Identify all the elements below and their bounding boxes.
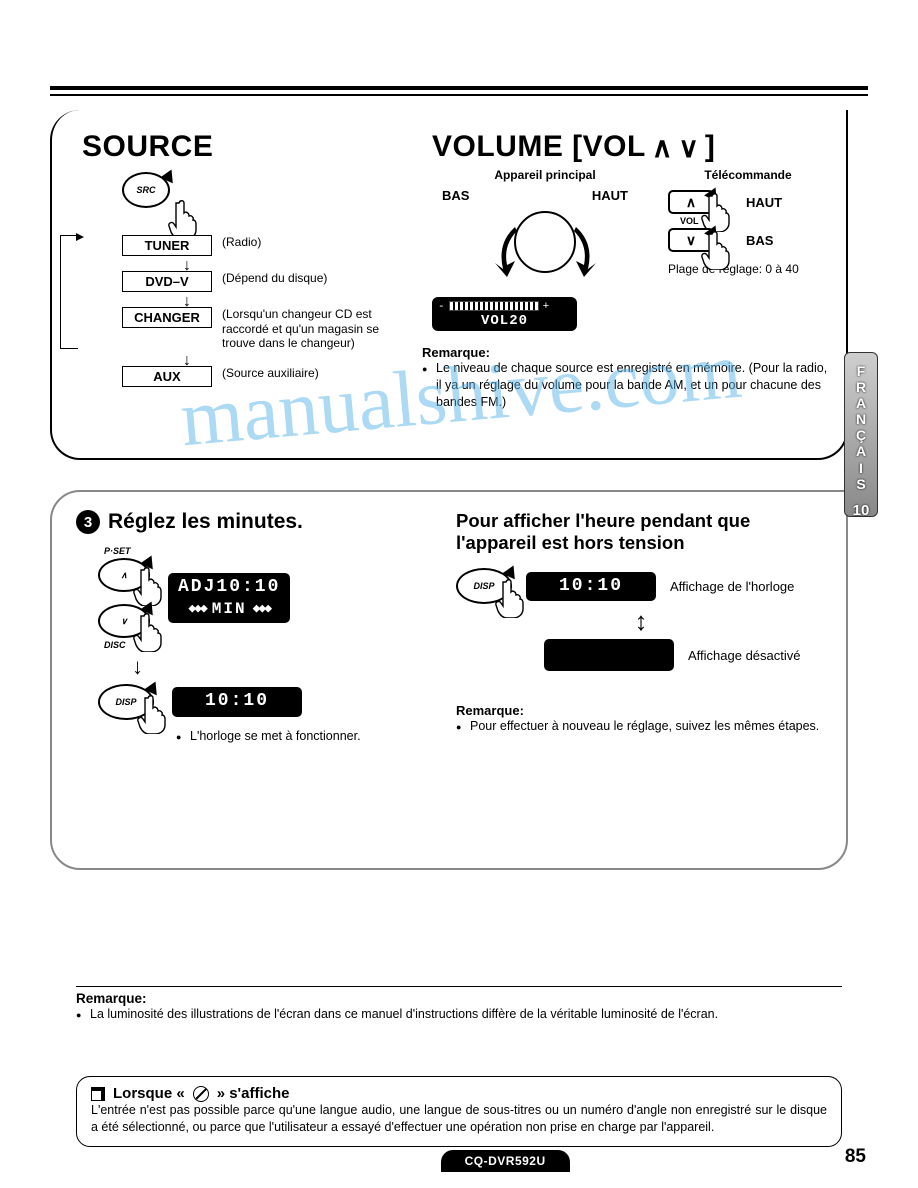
disp-button-label: DISP [115, 697, 136, 707]
tab-letter: N [856, 411, 866, 427]
diamond-right-icon: ◆◆◆ [253, 601, 270, 618]
volume-bar-icon [449, 301, 539, 311]
double-rule-top [50, 86, 868, 96]
flow-box-changer: CHANGER [122, 307, 212, 328]
lcd-line2: MIN [212, 599, 247, 620]
disp-button-2-label: DISP [473, 581, 494, 591]
lcd-line1: ADJ10:10 [178, 576, 280, 599]
remote-bas-label: BAS [746, 233, 773, 248]
volume-title: VOLUME [VOL [432, 130, 646, 164]
flow-label-changer: (Lorsqu'un changeur CD est raccordé et q… [222, 307, 402, 350]
flow-label-tuner: (Radio) [222, 235, 261, 249]
volume-sub-main: Appareil principal [422, 168, 668, 182]
volume-remarque-head: Remarque: [422, 345, 828, 360]
chevron-up-icon: ∧ [652, 131, 673, 164]
display-time-title: Pour afficher l'heure pendant que l'appa… [456, 510, 822, 554]
volume-title-tail: ] [705, 130, 716, 164]
volume-range-label: Plage de réglage: 0 à 40 [668, 262, 828, 276]
remote-area: ∧ HAUT VOL ∨ [668, 188, 828, 331]
lcd-time-off [544, 639, 674, 671]
lcd-final-display: 10:10 [172, 687, 302, 716]
updown-arrow-icon: ↕ [576, 606, 706, 637]
display-on-label: Affichage de l'horloge [670, 579, 794, 595]
tab-letter: I [859, 460, 863, 476]
marker-triangle-icon [160, 167, 178, 184]
bn1-text: La luminosité des illustrations de l'écr… [76, 1006, 842, 1023]
display-off-label: Affichage désactivé [688, 648, 801, 664]
diamond-left-icon: ◆◆◆ [188, 601, 205, 618]
bn2-title-prefix: Lorsque « [113, 1085, 185, 1102]
panel2-left: 3 Réglez les minutes. P·SET ∧ ∨ [76, 510, 456, 850]
p2-remarque-head: Remarque: [456, 703, 822, 718]
down-arrow-icon: ↓ [132, 654, 456, 680]
page-number: 85 [845, 1146, 866, 1168]
marker-triangle-icon [502, 563, 520, 580]
source-flowchart: TUNER (Radio) ↓ DVD–V (Dépend du disque)… [82, 235, 422, 387]
rotate-right-arrow-icon [566, 219, 598, 279]
dial-bas-label: BAS [442, 188, 469, 203]
bottom-note-brightness: Remarque: La luminosité des illustration… [76, 986, 842, 1023]
clock-start-note: L'horloge se met à fonctionner. [176, 728, 456, 745]
bn1-head: Remarque: [76, 991, 842, 1006]
hand-pointer-icon [494, 578, 526, 618]
section-square-icon [91, 1087, 105, 1101]
volume-sub-remote: Télécommande [668, 168, 828, 182]
step-title: Réglez les minutes. [108, 510, 303, 534]
src-oval-button: SRC [122, 172, 170, 208]
lcd-time-on: 10:10 [526, 572, 656, 601]
language-side-tab: F R A N Ç A I S 10 [844, 352, 878, 517]
volume-dial-area: BAS HAUT - + [422, 188, 668, 331]
flow-label-dvdv: (Dépend du disque) [222, 271, 327, 285]
hand-pointer-icon [167, 199, 199, 239]
model-badge: CQ-DVR592U [441, 1150, 570, 1172]
panel-clock-settings: 3 Réglez les minutes. P·SET ∧ ∨ [50, 490, 848, 870]
chevron-down-icon: ∨ [678, 131, 699, 164]
volume-lcd-value: VOL20 [438, 313, 571, 329]
marker-triangle-icon [144, 679, 162, 696]
flow-return-arrow-icon [60, 235, 78, 349]
hand-pointer-icon [700, 230, 732, 270]
panel-source-volume: SOURCE SRC TUNER (Radio) ↓ [50, 110, 848, 460]
flow-box-aux: AUX [122, 366, 212, 387]
flow-arrow-down-icon: ↓ [142, 355, 232, 366]
step-number-badge: 3 [76, 510, 100, 534]
flow-label-aux: (Source auxiliaire) [222, 366, 319, 380]
hand-pointer-icon [132, 612, 164, 652]
flow-arrow-down-icon: ↓ [142, 296, 232, 307]
remote-haut-label: HAUT [746, 195, 782, 210]
source-title: SOURCE [82, 130, 422, 164]
src-button-label: SRC [136, 185, 155, 195]
panel2-right: Pour afficher l'heure pendant que l'appa… [456, 510, 822, 850]
source-column: SOURCE SRC TUNER (Radio) ↓ [82, 130, 422, 448]
volume-lcd-display: - + VOL20 [432, 297, 577, 331]
bn2-title-suffix: » s'affiche [217, 1085, 290, 1102]
flow-arrow-down-icon: ↓ [142, 260, 232, 271]
dial-haut-label: HAUT [592, 188, 628, 203]
prohibit-icon [193, 1086, 209, 1102]
bn2-text: L'entrée n'est pas possible parce qu'une… [91, 1102, 827, 1136]
tab-letter: A [856, 395, 866, 411]
flow-box-tuner: TUNER [122, 235, 212, 256]
flow-box-dvdv: DVD–V [122, 271, 212, 292]
src-button-illustration: SRC [122, 172, 422, 227]
bottom-note-prohibit: Lorsque « » s'affiche L'entrée n'est pas… [76, 1076, 842, 1147]
tab-letter: A [856, 443, 866, 459]
tab-letter: F [857, 363, 866, 379]
volume-remarque-text: Le niveau de chaque source est enregistr… [422, 360, 828, 411]
volume-column: VOLUME [VOL ∧ ∨ ] Appareil principal Tél… [422, 130, 828, 448]
lcd-adjust-display: ADJ10:10 ◆◆◆ MIN ◆◆◆ [168, 573, 290, 623]
tab-letter: S [856, 476, 865, 492]
p2-remarque-text: Pour effectuer à nouveau le réglage, sui… [456, 718, 822, 735]
rotate-left-arrow-icon [493, 219, 525, 279]
tab-section-number: 10 [850, 502, 872, 519]
tab-letter: R [856, 379, 866, 395]
tab-letter: Ç [856, 427, 866, 443]
hand-pointer-icon [136, 694, 168, 734]
